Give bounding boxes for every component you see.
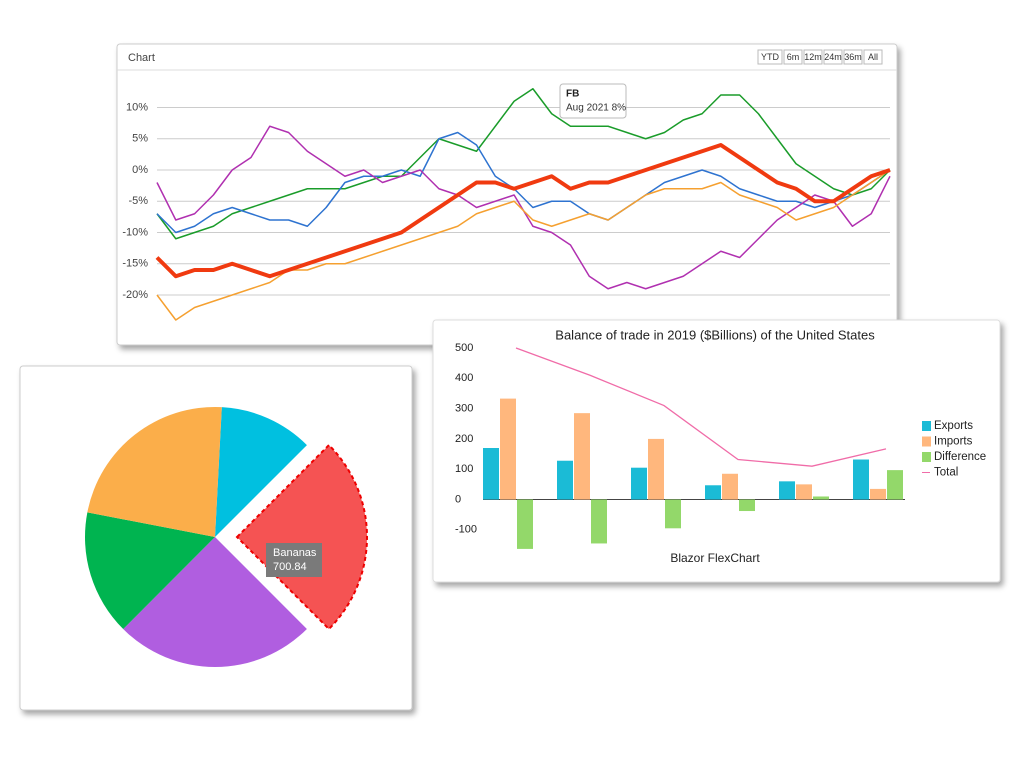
bar	[870, 488, 886, 500]
x-axis-title: Blazor FlexChart	[670, 551, 760, 565]
bar	[796, 484, 812, 500]
panel-title: Chart	[128, 52, 155, 64]
bar	[631, 467, 647, 500]
tooltip-label: Bananas	[273, 547, 317, 559]
bar	[722, 473, 738, 500]
tooltip-text: Aug 2021 8%	[566, 103, 626, 114]
y-tick-label: -10%	[122, 226, 148, 238]
range-button[interactable]	[823, 49, 843, 65]
range-button[interactable]	[843, 49, 863, 65]
series-line	[156, 131, 891, 234]
pie-slice	[215, 407, 307, 537]
pie-slice	[87, 407, 222, 537]
legend-swatch	[922, 436, 931, 447]
pie-slice	[85, 512, 215, 630]
y-tick-label: 300	[455, 403, 473, 415]
total-line	[515, 347, 887, 467]
y-tick-label: 400	[455, 372, 473, 384]
y-tick-label: -100	[455, 524, 477, 536]
bar	[779, 481, 795, 500]
bar-chart-card: Balance of trade in 2019 ($Billions) of …	[432, 319, 1001, 583]
line-chart-card: Chart YTD 6m 12m 24m 36m All 10% 5% 0% -5% -10% -15…	[116, 43, 898, 346]
range-button-label[interactable]: All	[868, 52, 878, 62]
bar	[500, 398, 516, 500]
card	[432, 319, 1001, 583]
y-tick-label: 200	[455, 433, 473, 445]
legend-label: Total	[934, 467, 958, 479]
range-button-label[interactable]: 24m	[824, 52, 842, 62]
bar	[887, 470, 903, 500]
bar	[665, 499, 681, 529]
range-button[interactable]	[783, 49, 803, 65]
bar	[739, 499, 755, 512]
y-tick-label: -20%	[122, 289, 148, 301]
y-tick-label: 0	[455, 493, 461, 505]
bar	[557, 460, 573, 500]
range-button[interactable]	[863, 49, 883, 65]
legend-swatch	[922, 452, 931, 462]
y-tick-label: -15%	[122, 258, 148, 270]
range-button[interactable]	[757, 49, 783, 65]
pie-chart-card: Bananas 700.84	[19, 365, 413, 711]
bar	[591, 499, 607, 544]
bar	[483, 448, 499, 500]
series-line	[156, 88, 891, 240]
range-button-label[interactable]: 12m	[804, 52, 822, 62]
pie-slice	[123, 537, 307, 667]
range-button-label[interactable]: YTD	[761, 52, 780, 62]
legend-label: Imports	[934, 436, 973, 448]
series-line	[155, 143, 891, 279]
bar	[517, 499, 533, 549]
bar	[648, 438, 664, 500]
bar	[705, 485, 721, 500]
legend-swatch	[922, 421, 931, 431]
legend-label: Exports	[934, 420, 973, 432]
tooltip-box	[266, 543, 322, 577]
pie-slice	[235, 443, 368, 631]
range-button[interactable]	[803, 49, 823, 65]
y-tick-label: 500	[455, 342, 473, 354]
bar	[574, 413, 590, 500]
bar	[853, 459, 869, 500]
y-tick-label: 100	[455, 463, 473, 475]
legend-label: Difference	[934, 451, 986, 463]
y-tick-label: 0%	[132, 164, 148, 176]
tooltip-title: FB	[566, 89, 579, 100]
card	[116, 43, 898, 346]
range-button-label[interactable]: 36m	[844, 52, 862, 62]
range-button-label[interactable]: 6m	[787, 52, 800, 62]
chart-title: Balance of trade in 2019 ($Billions) of …	[555, 327, 875, 342]
series-line	[156, 169, 891, 321]
y-tick-label: 5%	[132, 133, 148, 145]
y-tick-label: 10%	[126, 101, 148, 113]
y-tick-label: -5%	[128, 195, 148, 207]
tooltip-box	[559, 83, 627, 119]
bar	[813, 496, 829, 500]
tooltip-value: 700.84	[273, 561, 307, 573]
